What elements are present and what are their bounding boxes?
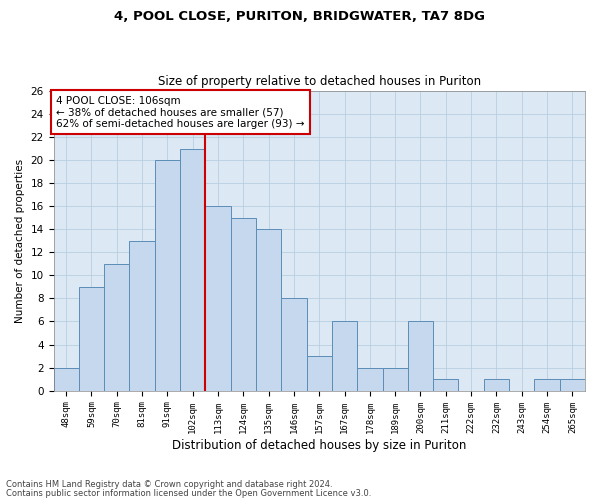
X-axis label: Distribution of detached houses by size in Puriton: Distribution of detached houses by size … xyxy=(172,440,466,452)
Title: Size of property relative to detached houses in Puriton: Size of property relative to detached ho… xyxy=(158,76,481,88)
Bar xyxy=(357,368,383,390)
Bar xyxy=(307,356,332,390)
Bar xyxy=(332,322,357,390)
Bar xyxy=(408,322,433,390)
Bar xyxy=(433,379,458,390)
Bar xyxy=(205,206,230,390)
Text: 4 POOL CLOSE: 106sqm
← 38% of detached houses are smaller (57)
62% of semi-detac: 4 POOL CLOSE: 106sqm ← 38% of detached h… xyxy=(56,96,305,128)
Bar xyxy=(104,264,130,390)
Bar xyxy=(383,368,408,390)
Bar xyxy=(155,160,180,390)
Text: Contains HM Land Registry data © Crown copyright and database right 2024.: Contains HM Land Registry data © Crown c… xyxy=(6,480,332,489)
Bar xyxy=(560,379,585,390)
Y-axis label: Number of detached properties: Number of detached properties xyxy=(15,159,25,323)
Bar xyxy=(180,148,205,390)
Bar xyxy=(230,218,256,390)
Bar xyxy=(79,287,104,391)
Bar xyxy=(281,298,307,390)
Text: Contains public sector information licensed under the Open Government Licence v3: Contains public sector information licen… xyxy=(6,488,371,498)
Bar xyxy=(535,379,560,390)
Bar xyxy=(256,230,281,390)
Bar xyxy=(130,241,155,390)
Bar xyxy=(53,368,79,390)
Text: 4, POOL CLOSE, PURITON, BRIDGWATER, TA7 8DG: 4, POOL CLOSE, PURITON, BRIDGWATER, TA7 … xyxy=(115,10,485,23)
Bar xyxy=(484,379,509,390)
